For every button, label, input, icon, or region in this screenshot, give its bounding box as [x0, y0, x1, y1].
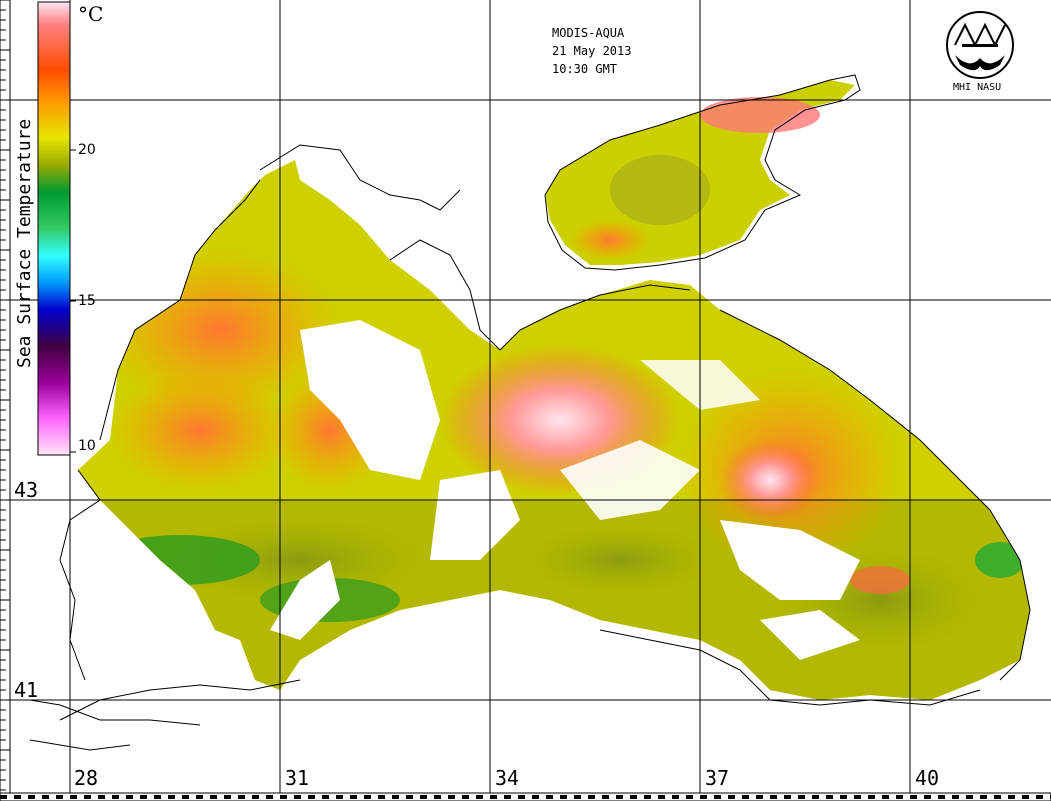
ruler-tick — [784, 795, 791, 799]
ruler-tick — [224, 795, 231, 799]
ruler-tick — [154, 795, 161, 799]
ruler-tick — [882, 795, 889, 799]
ruler-tick — [56, 795, 63, 799]
longitude-label-31: 31 — [285, 766, 310, 790]
ruler-tick — [252, 795, 259, 799]
ruler-tick — [42, 795, 49, 799]
ruler-tick — [602, 795, 609, 799]
ruler-tick — [714, 795, 721, 799]
ruler-tick — [826, 795, 833, 799]
ruler-tick — [378, 795, 385, 799]
ruler-tick — [924, 795, 931, 799]
ruler-tick — [504, 795, 511, 799]
colorbar-tick-10: 10 — [78, 438, 96, 454]
ruler-tick — [182, 795, 189, 799]
ruler-tick — [196, 795, 203, 799]
ruler-tick — [616, 795, 623, 799]
ruler-tick — [546, 795, 553, 799]
ruler-tick — [462, 795, 469, 799]
longitude-label-34: 34 — [495, 766, 520, 790]
latitude-label-41: 41 — [14, 678, 39, 702]
date-label: 21 May 2013 — [552, 44, 632, 58]
ruler-tick — [896, 795, 903, 799]
ruler-tick — [1022, 795, 1029, 799]
bottom-ruler-ticks — [0, 795, 1051, 799]
ruler-tick — [448, 795, 455, 799]
ruler-tick — [910, 795, 917, 799]
ruler-tick — [70, 795, 77, 799]
ruler-tick — [742, 795, 749, 799]
ruler-tick — [476, 795, 483, 799]
ruler-tick — [644, 795, 651, 799]
time-label: 10:30 GMT — [552, 62, 618, 76]
longitude-label-37: 37 — [705, 766, 730, 790]
mhi-logo-icon — [946, 11, 1014, 79]
ruler-tick — [630, 795, 637, 799]
ruler-tick — [938, 795, 945, 799]
coastline — [29, 74, 1031, 751]
ruler-tick — [266, 795, 273, 799]
ruler-tick — [588, 795, 595, 799]
ruler-tick — [126, 795, 133, 799]
ruler-tick — [952, 795, 959, 799]
ruler-tick — [518, 795, 525, 799]
longitude-label-40: 40 — [915, 766, 940, 790]
ruler-tick — [868, 795, 875, 799]
ruler-tick — [280, 795, 287, 799]
ruler-tick — [322, 795, 329, 799]
ruler-tick — [364, 795, 371, 799]
bottom-ruler — [0, 792, 1051, 801]
ruler-tick — [966, 795, 973, 799]
logo-text: MHI NASU — [953, 82, 1002, 93]
ruler-tick — [812, 795, 819, 799]
latitude-label-43: 43 — [14, 478, 39, 502]
ruler-tick — [350, 795, 357, 799]
ruler-tick — [168, 795, 175, 799]
colorbar-title: Sea Surface Temperature — [14, 118, 35, 368]
ruler-tick — [854, 795, 861, 799]
ruler-tick — [532, 795, 539, 799]
colorbar-tick-15: 15 — [78, 293, 96, 309]
ruler-tick — [294, 795, 301, 799]
ruler-tick — [392, 795, 399, 799]
colorbar-tick-20: 20 — [78, 142, 96, 158]
ruler-tick — [14, 795, 21, 799]
ruler-tick — [1008, 795, 1015, 799]
ruler-tick — [490, 795, 497, 799]
ruler-tick — [98, 795, 105, 799]
colorbar-unit: °C — [78, 2, 104, 26]
ruler-tick — [994, 795, 1001, 799]
satellite-label: MODIS-AQUA — [552, 26, 625, 40]
ruler-tick — [84, 795, 91, 799]
longitude-label-28: 28 — [74, 766, 99, 790]
ruler-tick — [840, 795, 847, 799]
ruler-tick — [798, 795, 805, 799]
ruler-tick — [210, 795, 217, 799]
ruler-tick — [406, 795, 413, 799]
ruler-tick — [112, 795, 119, 799]
ruler-tick — [574, 795, 581, 799]
ruler-tick — [686, 795, 693, 799]
ruler-tick — [756, 795, 763, 799]
ruler-tick — [728, 795, 735, 799]
ruler-tick — [308, 795, 315, 799]
ruler-tick — [28, 795, 35, 799]
ruler-tick — [672, 795, 679, 799]
ruler-tick — [420, 795, 427, 799]
left-ruler-ticks — [0, 0, 10, 801]
ruler-tick — [140, 795, 147, 799]
ruler-tick — [434, 795, 441, 799]
ruler-tick — [238, 795, 245, 799]
ruler-tick — [658, 795, 665, 799]
ruler-tick — [700, 795, 707, 799]
colorbar — [37, 1, 76, 456]
ruler-tick — [980, 795, 987, 799]
ruler-tick — [336, 795, 343, 799]
ruler-tick — [560, 795, 567, 799]
ruler-tick — [1036, 795, 1043, 799]
ruler-tick — [770, 795, 777, 799]
ruler-tick — [0, 795, 7, 799]
